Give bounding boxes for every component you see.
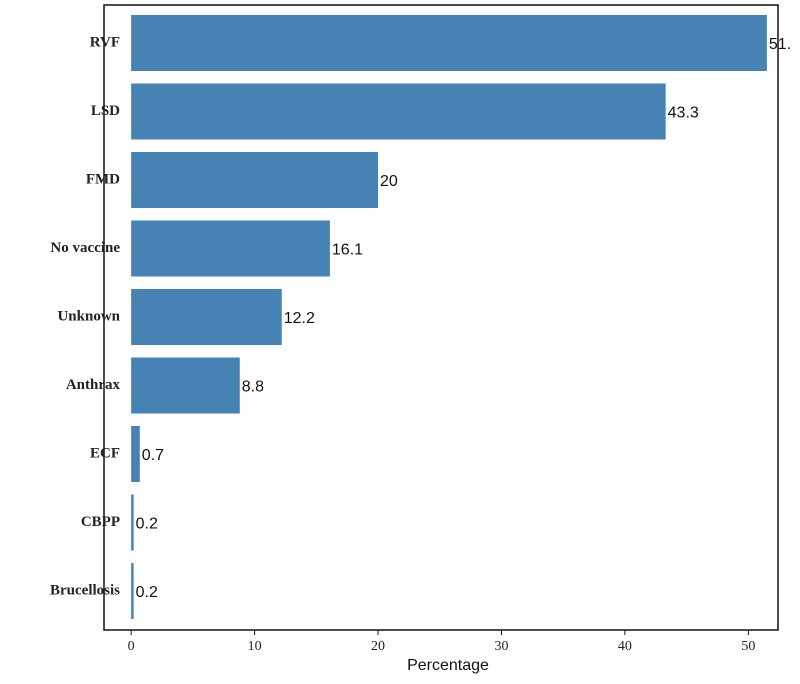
bar	[131, 494, 134, 551]
bar	[131, 15, 767, 71]
y-tick-label: FMD	[86, 171, 120, 187]
x-tick-label: 50	[741, 639, 755, 654]
bar	[131, 357, 240, 414]
bar	[131, 426, 140, 482]
x-axis-label: Percentage	[407, 657, 489, 674]
bar	[131, 220, 330, 277]
bar	[131, 563, 134, 619]
value-label: 20	[380, 173, 398, 190]
x-tick-label: 10	[248, 639, 262, 654]
value-label: 16.1	[332, 242, 363, 259]
bar	[131, 83, 666, 140]
value-label: 0.2	[136, 516, 158, 533]
y-tick-label: Brucellosis	[50, 582, 120, 598]
y-tick-label: CBPP	[81, 514, 120, 530]
x-tick-label: 0	[128, 639, 135, 654]
value-label: 8.8	[242, 379, 264, 396]
bar	[131, 152, 379, 208]
x-tick-label: 40	[618, 639, 632, 654]
value-label: 12.2	[284, 310, 315, 327]
value-label: 43.3	[668, 105, 699, 122]
y-tick-label: No vaccine	[50, 240, 120, 256]
y-tick-label: LSD	[91, 103, 120, 119]
x-tick-label: 20	[371, 639, 385, 654]
value-label: 51.	[769, 36, 791, 53]
y-tick-label: ECF	[90, 445, 120, 461]
value-label: 0.7	[142, 447, 164, 464]
plot-frame	[103, 4, 779, 631]
value-label: 0.2	[136, 584, 158, 601]
y-tick-label: Unknown	[57, 308, 120, 324]
y-tick-label: RVF	[90, 34, 120, 50]
x-tick-label: 30	[494, 639, 508, 654]
bar	[131, 289, 282, 345]
y-tick-label: Anthrax	[66, 377, 121, 393]
